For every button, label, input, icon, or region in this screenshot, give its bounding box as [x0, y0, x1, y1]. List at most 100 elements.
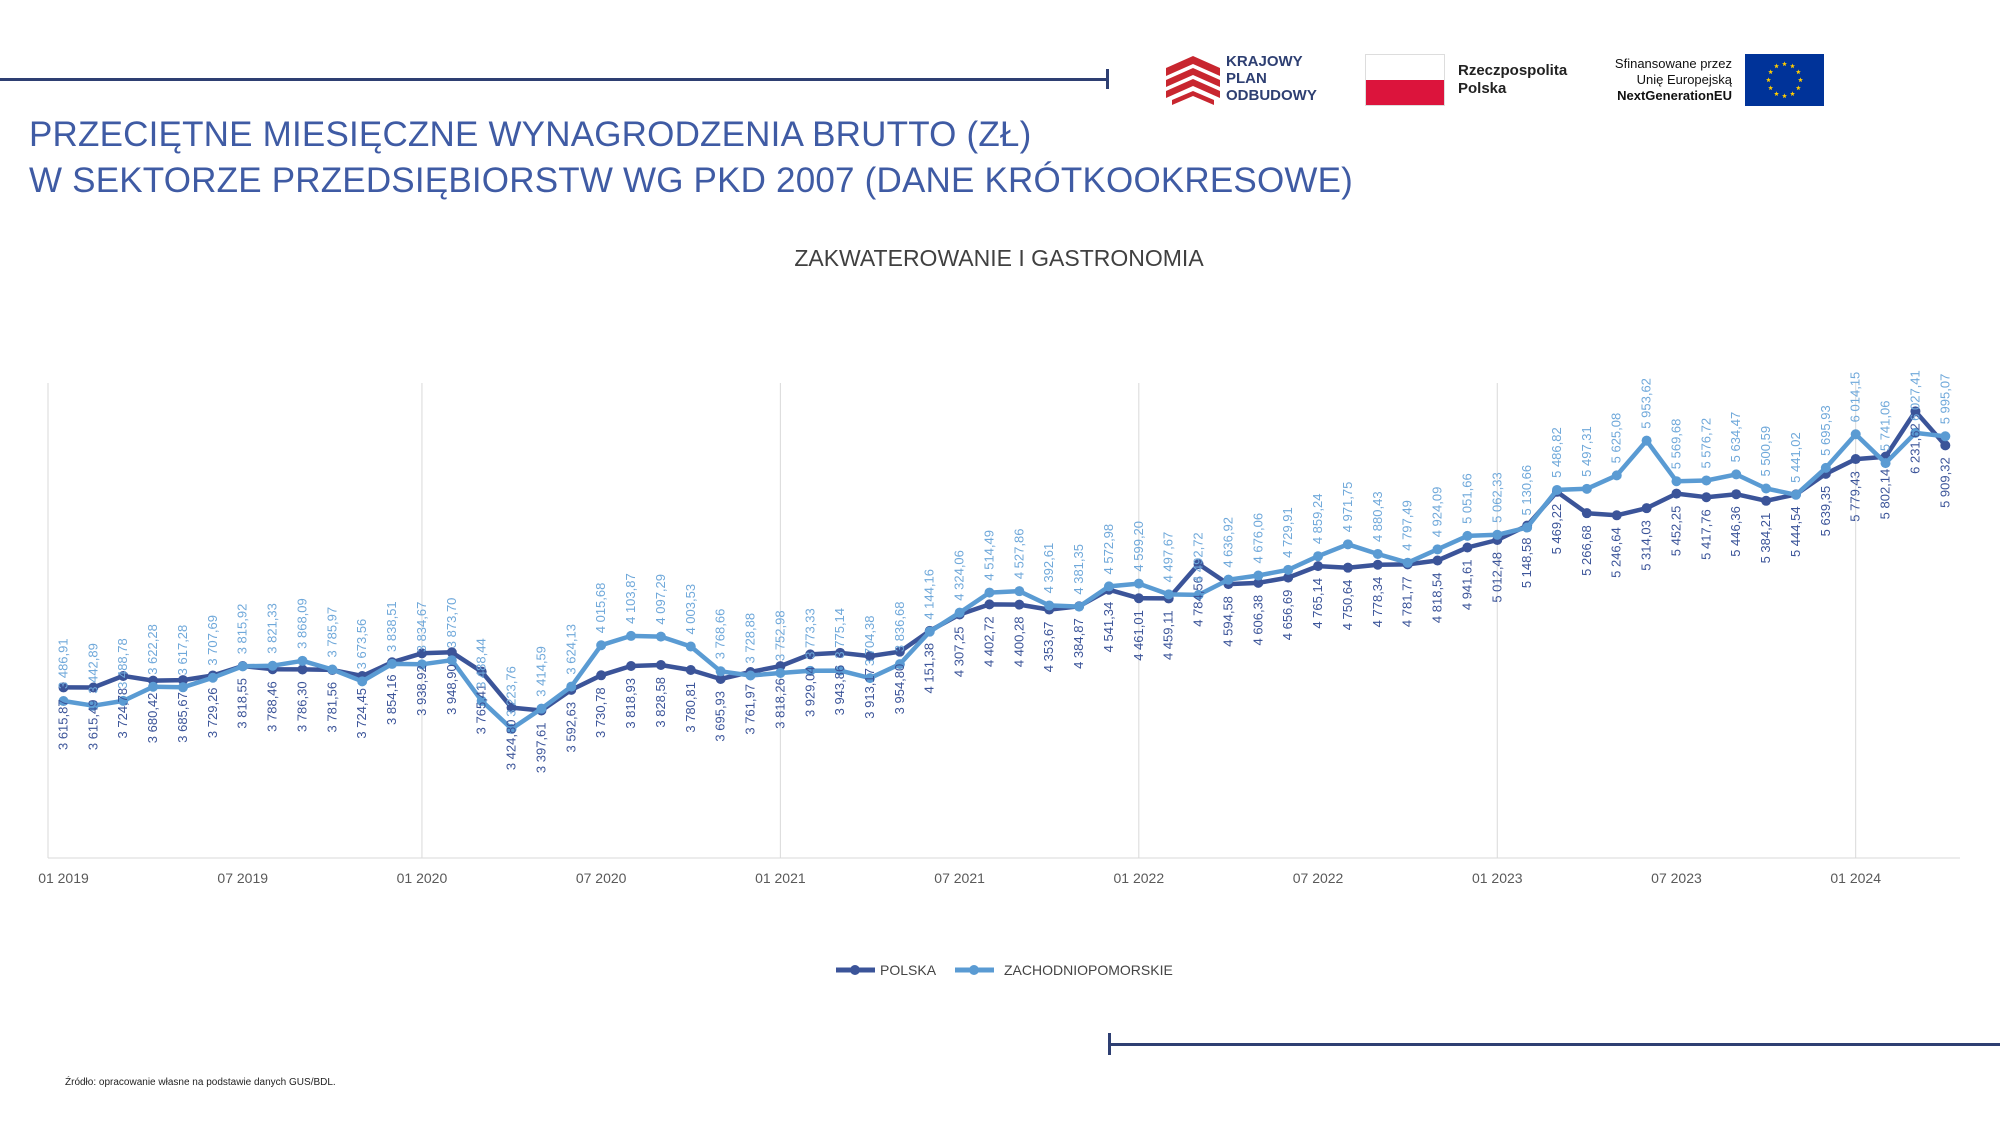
data-label-polska: 3 729,26: [205, 687, 220, 738]
data-label-polska: 4 400,28: [1011, 617, 1026, 668]
data-point-polska: [655, 659, 666, 670]
kpo-line-2: PLAN: [1226, 70, 1267, 87]
data-point-zachodniopomorskie: [805, 665, 816, 676]
data-point-polska: [984, 599, 995, 610]
data-point-zachodniopomorskie: [327, 664, 338, 675]
data-label-polska: 3 781,56: [324, 682, 339, 733]
data-label-polska: 5 266,68: [1579, 525, 1594, 576]
data-label-zachodniopomorskie: 5 500,59: [1758, 426, 1773, 477]
eu-star-icon: [1768, 85, 1774, 91]
data-point-zachodniopomorskie: [446, 655, 457, 666]
data-point-zachodniopomorskie: [1522, 522, 1533, 533]
data-label-zachodniopomorskie: 3 815,92: [235, 604, 250, 655]
data-point-zachodniopomorskie: [715, 666, 726, 677]
data-label-polska: 3 786,30: [295, 681, 310, 732]
bottom-rule: [1110, 1043, 2000, 1046]
data-point-polska: [596, 670, 607, 681]
x-tick-label: 07 2022: [1293, 870, 1344, 886]
data-point-zachodniopomorskie: [237, 661, 248, 672]
data-point-zachodniopomorskie: [1611, 470, 1622, 481]
data-label-polska: 4 606,38: [1250, 595, 1265, 646]
data-point-polska: [1283, 572, 1294, 583]
data-label-polska: 3 730,78: [593, 687, 608, 738]
krajowy-plan-odbudowy-logo: [1166, 56, 1220, 105]
data-point-zachodniopomorskie: [954, 607, 965, 618]
data-point-polska: [1342, 562, 1353, 573]
data-label-zachodniopomorskie: 5 953,62: [1639, 378, 1654, 429]
data-label-polska: 3 828,58: [653, 677, 668, 728]
eu-star-icon: [1795, 85, 1801, 91]
page-title-line-2: W SEKTORZE PRZEDSIĘBIORSTW WG PKD 2007 (…: [29, 161, 1354, 200]
data-label-zachodniopomorskie: 4 527,86: [1011, 529, 1026, 580]
data-point-zachodniopomorskie: [476, 695, 487, 706]
data-label-zachodniopomorskie: 3 868,09: [295, 598, 310, 649]
data-point-zachodniopomorskie: [118, 695, 129, 706]
data-label-polska: 5 417,76: [1698, 509, 1713, 560]
legend-polska-label: POLSKA: [880, 962, 937, 978]
data-label-polska: 3 765,41: [474, 684, 489, 735]
x-tick-label: 01 2024: [1830, 870, 1881, 886]
data-point-zachodniopomorskie: [1940, 431, 1951, 442]
data-label-zachodniopomorskie: 4 676,06: [1250, 513, 1265, 564]
data-label-zachodniopomorskie: 3 834,67: [414, 602, 429, 653]
data-label-polska: 3 724,45: [354, 688, 369, 739]
data-point-polska: [685, 665, 696, 676]
data-label-zachodniopomorskie: 5 741,06: [1878, 401, 1893, 452]
data-label-zachodniopomorskie: 3 486,91: [56, 638, 71, 689]
data-point-polska: [626, 661, 637, 672]
chart-title: ZAKWATEROWANIE I GASTRONOMIA: [794, 245, 1204, 271]
data-point-zachodniopomorskie: [745, 670, 756, 681]
data-point-polska: [715, 673, 726, 684]
eu-line-3: NextGenerationEU: [1617, 88, 1732, 103]
data-point-zachodniopomorskie: [1014, 586, 1025, 597]
data-label-polska: 4 461,01: [1131, 610, 1146, 661]
data-point-zachodniopomorskie: [984, 587, 995, 598]
data-label-polska: 4 402,72: [981, 616, 996, 667]
eu-line-1: Sfinansowane przez: [1614, 56, 1732, 71]
data-point-zachodniopomorskie: [655, 631, 666, 642]
data-label-zachodniopomorskie: 4 015,68: [593, 583, 608, 634]
data-point-polska: [1372, 559, 1383, 570]
data-point-zachodniopomorskie: [387, 658, 398, 669]
data-label-zachodniopomorskie: 4 636,92: [1220, 517, 1235, 568]
data-point-zachodniopomorskie: [1701, 475, 1712, 486]
data-point-polska: [58, 682, 69, 693]
data-label-polska: 3 913,17: [862, 668, 877, 719]
data-label-zachodniopomorskie: 3 752,98: [772, 610, 787, 661]
data-label-polska: 3 780,81: [683, 682, 698, 733]
data-point-polska: [1850, 454, 1861, 465]
data-label-polska: 4 941,61: [1459, 560, 1474, 611]
top-rule: [0, 78, 1108, 81]
data-point-polska: [1253, 577, 1264, 588]
data-point-zachodniopomorskie: [506, 723, 517, 734]
data-label-polska: 3 948,90: [444, 664, 459, 715]
data-label-polska: 3 954,80: [892, 664, 907, 715]
eu-star-icon: [1774, 91, 1779, 96]
data-point-zachodniopomorskie: [596, 640, 607, 651]
data-point-zachodniopomorskie: [1850, 429, 1861, 440]
data-point-polska: [297, 664, 308, 675]
data-label-zachodniopomorskie: 4 097,29: [653, 574, 668, 625]
series-line-zachodniopomorskie: [63, 430, 1946, 732]
data-label-zachodniopomorskie: 3 617,28: [175, 625, 190, 676]
data-point-zachodniopomorskie: [297, 655, 308, 666]
data-point-zachodniopomorskie: [148, 681, 159, 692]
legend-polska-marker: [850, 965, 860, 975]
data-point-zachodniopomorskie: [864, 673, 875, 684]
data-point-zachodniopomorskie: [1133, 578, 1144, 589]
polish-flag-icon: [1365, 54, 1445, 106]
x-tick-label: 07 2019: [217, 870, 268, 886]
data-point-zachodniopomorskie: [1283, 564, 1294, 575]
data-point-polska: [1910, 406, 1921, 417]
data-point-zachodniopomorskie: [1492, 529, 1503, 540]
data-point-zachodniopomorskie: [1641, 435, 1652, 446]
data-point-zachodniopomorskie: [1581, 483, 1592, 494]
data-label-polska: 3 685,67: [175, 692, 190, 743]
x-tick-label: 07 2023: [1651, 870, 1702, 886]
data-point-zachodniopomorskie: [894, 659, 905, 670]
data-label-polska: 5 639,35: [1818, 486, 1833, 537]
data-label-polska: 3 929,04: [802, 666, 817, 717]
data-label-zachodniopomorskie: 3 775,14: [832, 608, 847, 659]
x-tick-label: 01 2020: [397, 870, 448, 886]
